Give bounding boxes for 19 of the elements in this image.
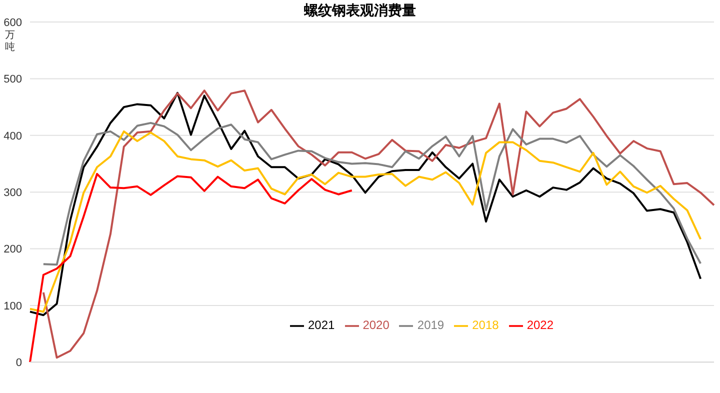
y-tick-label: 500: [4, 74, 22, 86]
y-axis-title: 万吨: [4, 30, 16, 54]
line-series: [42, 122, 702, 266]
legend-label: 2019: [417, 318, 444, 332]
y-tick-label: 400: [4, 130, 22, 142]
line-series: [29, 172, 353, 362]
y-tick-label: 0: [16, 357, 22, 370]
y-tick-label: 600: [4, 16, 22, 29]
y-tick-label: 300: [4, 186, 22, 199]
y-tick-label: 100: [4, 300, 22, 312]
line-series: [29, 92, 702, 316]
legend-label: 2020: [362, 318, 390, 332]
legend-label: 2022: [526, 318, 554, 332]
legend-label: 2021: [308, 318, 335, 332]
legend-label: 2018: [472, 318, 499, 332]
y-tick-label: 200: [4, 244, 22, 256]
chart-title: 螺纹钢表观消费量: [304, 3, 416, 19]
line-series: [29, 130, 702, 313]
line-series: [42, 90, 715, 359]
